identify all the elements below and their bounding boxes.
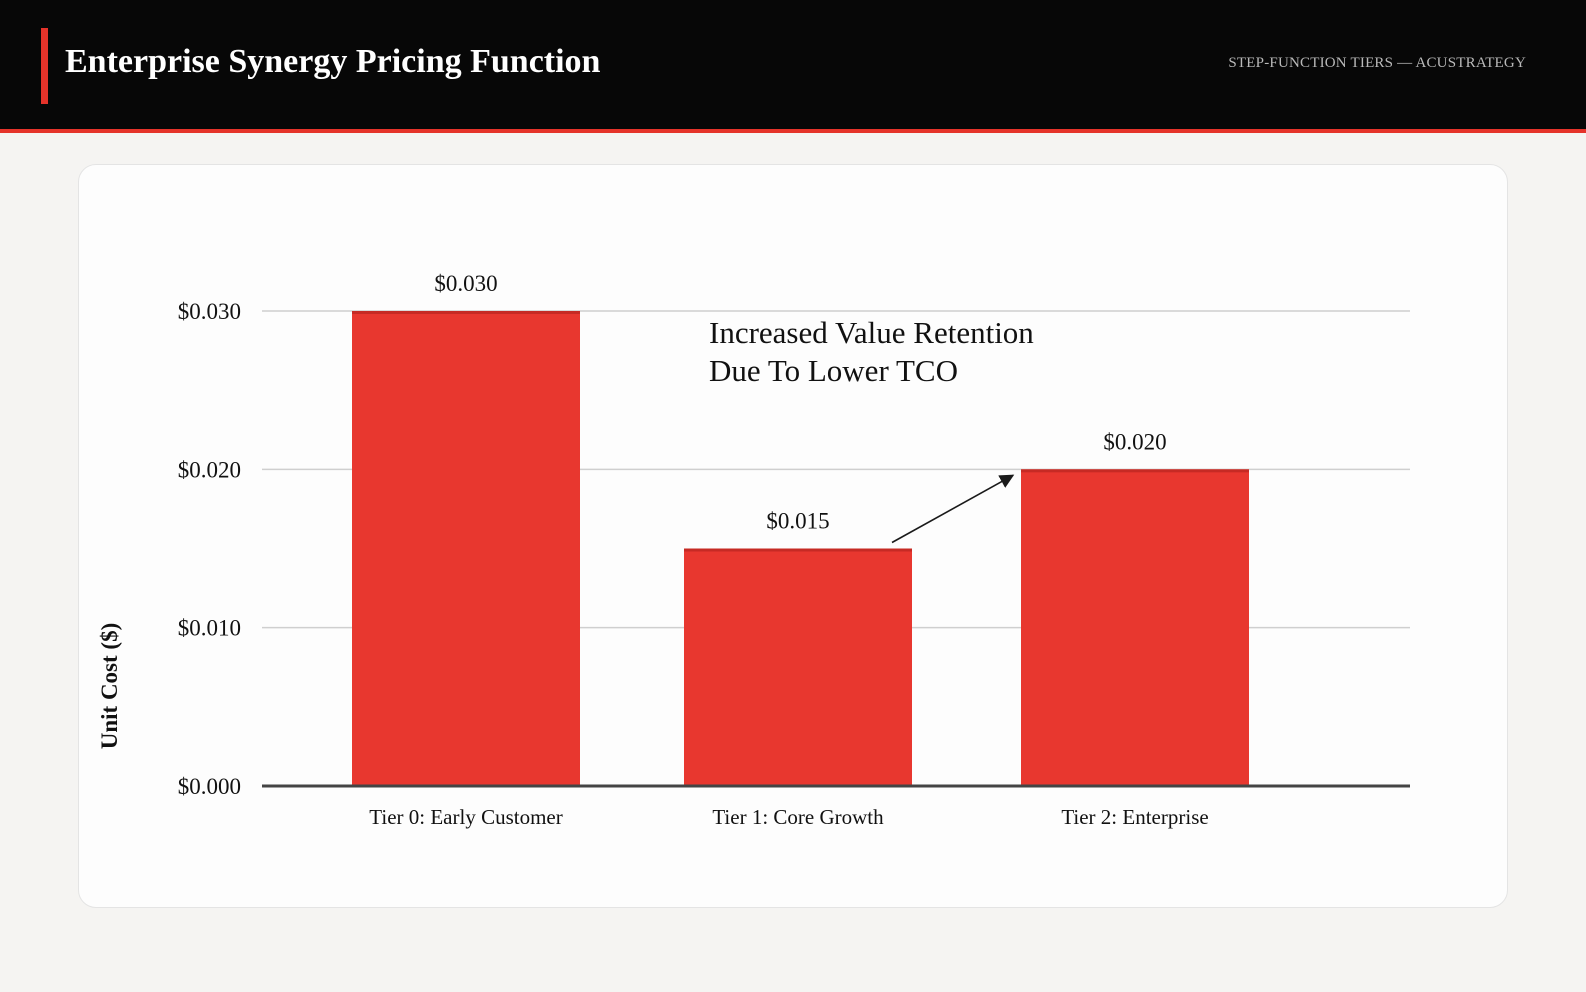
- bar-value-label: $0.015: [766, 509, 829, 534]
- category-label: Tier 1: Core Growth: [712, 805, 884, 829]
- value-labels: $0.030 $0.015 $0.020: [434, 271, 1166, 534]
- bars-group: [352, 311, 1249, 786]
- bar: [684, 548, 912, 786]
- bar-top-edge: [352, 311, 580, 314]
- bar: [352, 311, 580, 786]
- y-tick-labels: $0.000 $0.010 $0.020 $0.030: [178, 299, 241, 799]
- y-tick-label: $0.030: [178, 299, 241, 324]
- bar-top-edge: [1021, 469, 1249, 473]
- bar-value-label: $0.030: [434, 271, 497, 296]
- category-labels: Tier 0: Early Customer Tier 1: Core Growt…: [369, 805, 1208, 829]
- page-title: Enterprise Synergy Pricing Function: [65, 43, 601, 80]
- y-tick-label: $0.010: [178, 616, 241, 641]
- bar-top-edge: [684, 548, 912, 552]
- header-bar: Enterprise Synergy Pricing Function STEP…: [0, 0, 1586, 133]
- category-label: Tier 0: Early Customer: [369, 805, 562, 829]
- bar: [1021, 469, 1249, 786]
- y-tick-label: $0.000: [178, 774, 241, 799]
- page-subtitle: STEP-FUNCTION TIERS — ACUSTRATEGY: [1228, 55, 1526, 71]
- bar-value-label: $0.020: [1103, 429, 1166, 454]
- annotation-line-1: Increased Value Retention: [709, 315, 1034, 350]
- category-label: Tier 2: Enterprise: [1061, 805, 1208, 829]
- annotation-text: Increased Value Retention Due To Lower T…: [709, 315, 1042, 388]
- y-tick-label: $0.020: [178, 457, 241, 482]
- y-axis-label: Unit Cost ($): [97, 623, 122, 750]
- annotation-arrow: [891, 474, 1015, 544]
- header-accent-bar: [41, 28, 48, 104]
- annotation-line-2: Due To Lower TCO: [709, 353, 958, 388]
